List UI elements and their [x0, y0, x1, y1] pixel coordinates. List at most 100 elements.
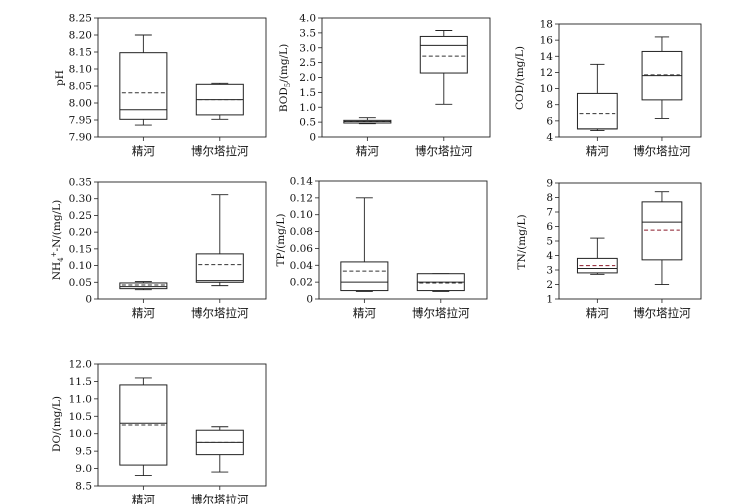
x-category-label-tp: 博尔塔拉河: [412, 306, 470, 320]
panel-tn: TN/(mg/L) 1 2 3 4 5 6 7 8 9 精河 博尔塔拉河: [516, 178, 702, 320]
y-tick-label-do: 9.0: [75, 463, 92, 475]
plot-frame-tp: [318, 180, 488, 300]
x-category-label-tp: 精河: [353, 306, 376, 320]
y-tick-label-bod5: 0: [309, 132, 316, 144]
y-tick-label-bod5: 3.0: [299, 42, 316, 54]
y-tick-label-do: 11.0: [69, 393, 92, 405]
panel-cod: COD/(mg/L) 4 6 8 10 12 14 16 18 精河 博尔塔拉河: [514, 19, 702, 158]
y-tick-label-tp: 0: [306, 294, 313, 306]
panel-tp: TP/(mg/L) 0 0.02 0.04 0.06 0.08 0.10 0.12 0.14 精…: [275, 176, 488, 320]
box-ph: [119, 52, 168, 120]
y-tick-label-do: 12.0: [69, 359, 92, 371]
y-tick-label-nh4n: 0.20: [69, 227, 92, 239]
y-tick-label-tn: 9: [546, 178, 553, 190]
y-tick-label-tp: 0.14: [290, 176, 314, 188]
y-tick-label-ph: 7.95: [69, 115, 92, 127]
x-category-label-cod: 博尔塔拉河: [633, 144, 691, 158]
y-tick-label-nh4n: 0.35: [69, 177, 92, 189]
y-tick-label-bod5: 1.0: [299, 102, 316, 114]
y-axis-label-cod: COD/(mg/L): [514, 46, 526, 110]
plot-frame-cod: [558, 23, 702, 138]
y-tick-label-bod5: 3.5: [299, 27, 316, 39]
plot-frame-ph: [97, 17, 267, 138]
y-tick-label-cod: 16: [540, 35, 554, 47]
y-tick-label-tn: 8: [546, 192, 553, 204]
y-tick-label-tp: 0.08: [290, 226, 313, 238]
box-bod5: [419, 35, 468, 74]
y-tick-label-cod: 8: [546, 99, 553, 111]
y-axis-label-do: DO/(mg/L): [51, 396, 63, 452]
y-tick-label-ph: 8.15: [69, 47, 92, 59]
x-category-label-bod5: 博尔塔拉河: [415, 144, 473, 158]
y-tick-label-tn: 1: [546, 294, 553, 306]
y-axis-label-nh4n: NH4+-N/(mg/L): [50, 200, 65, 280]
y-tick-label-bod5: 1.5: [299, 87, 316, 99]
y-tick-label-tn: 3: [546, 265, 553, 277]
y-tick-label-ph: 8.05: [69, 81, 92, 93]
x-category-label-ph: 精河: [132, 144, 155, 158]
y-tick-label-cod: 18: [540, 19, 553, 31]
y-tick-label-cod: 6: [546, 115, 553, 127]
y-tick-label-cod: 4: [546, 132, 553, 144]
y-tick-label-ph: 8.10: [69, 64, 92, 76]
y-tick-label-bod5: 4.0: [299, 13, 316, 25]
y-tick-label-ph: 8.20: [69, 30, 92, 42]
panel-bod5: BOD5/(mg/L) 0 0.5 1.0 1.5 2.0 2.5 3.0 3.5 4.0 精河 博…: [278, 13, 491, 158]
box-tn: [576, 257, 618, 274]
y-axis-label-tp: TP/(mg/L): [275, 214, 287, 267]
y-tick-label-nh4n: 0: [85, 294, 92, 306]
y-tick-label-do: 10.0: [69, 428, 92, 440]
y-tick-label-tn: 5: [546, 236, 553, 248]
y-tick-label-tn: 7: [546, 207, 553, 219]
y-tick-label-do: 8.5: [75, 481, 92, 493]
y-tick-label-ph: 8.25: [69, 13, 92, 25]
box-nh4n: [119, 282, 168, 290]
x-category-label-do: 精河: [132, 493, 155, 504]
y-tick-label-nh4n: 0.10: [69, 260, 92, 272]
y-axis-label-bod5: BOD5/(mg/L): [278, 44, 292, 112]
y-tick-label-bod5: 2.0: [299, 72, 316, 84]
x-category-label-cod: 精河: [586, 144, 609, 158]
x-category-label-do: 博尔塔拉河: [191, 493, 249, 504]
x-category-label-nh4n: 博尔塔拉河: [191, 306, 249, 320]
plot-frame-do: [97, 363, 267, 487]
y-tick-label-bod5: 2.5: [299, 57, 316, 69]
y-tick-label-tp: 0.02: [290, 277, 313, 289]
y-tick-label-cod: 10: [540, 83, 553, 95]
box-tn: [641, 201, 683, 261]
box-tp: [340, 261, 389, 292]
panel-nh4n: NH4+-N/(mg/L) 0 0.05 0.10 0.15 0.20 0.25 0.30 0…: [50, 177, 267, 320]
box-nh4n: [195, 253, 244, 283]
x-category-label-tn: 博尔塔拉河: [633, 306, 691, 320]
panel-do: DO/(mg/L) 8.5 9.0 9.5 10.0 10.5 11.0 11.5 12.0 精…: [51, 359, 267, 504]
y-tick-label-cod: 12: [540, 67, 553, 79]
y-tick-label-ph: 7.90: [69, 132, 92, 144]
plot-frame-nh4n: [97, 181, 267, 300]
y-tick-label-nh4n: 0.25: [69, 210, 92, 222]
y-tick-label-bod5: 0.5: [299, 117, 316, 129]
x-category-label-nh4n: 精河: [132, 306, 155, 320]
x-category-label-tn: 精河: [586, 306, 609, 320]
y-axis-label-tn: TN/(mg/L): [516, 214, 528, 269]
y-tick-label-do: 10.5: [69, 411, 92, 423]
x-category-label-ph: 博尔塔拉河: [191, 144, 249, 158]
y-tick-label-nh4n: 0.15: [69, 243, 92, 255]
y-tick-label-tn: 4: [546, 250, 553, 262]
y-axis-label-ph: pH: [54, 70, 66, 86]
plot-frame-bod5: [321, 17, 491, 138]
y-tick-label-tp: 0.10: [290, 209, 313, 221]
panel-ph: pH 7.90 7.95 8.00 8.05 8.10 8.15 8.20 8.25 精河 博尔塔…: [54, 13, 267, 158]
y-tick-label-cod: 14: [540, 51, 554, 63]
y-tick-label-tp: 0.06: [290, 243, 314, 255]
x-category-label-bod5: 精河: [356, 144, 379, 158]
y-tick-label-do: 9.5: [75, 446, 92, 458]
y-tick-label-tn: 2: [546, 279, 553, 291]
y-tick-label-tp: 0.12: [290, 192, 313, 204]
y-tick-label-tn: 6: [546, 221, 553, 233]
y-tick-label-do: 11.5: [69, 376, 92, 388]
y-tick-label-nh4n: 0.30: [69, 193, 92, 205]
y-tick-label-ph: 8.00: [69, 98, 92, 110]
y-tick-label-nh4n: 0.05: [69, 277, 92, 289]
y-tick-label-tp: 0.04: [290, 260, 314, 272]
